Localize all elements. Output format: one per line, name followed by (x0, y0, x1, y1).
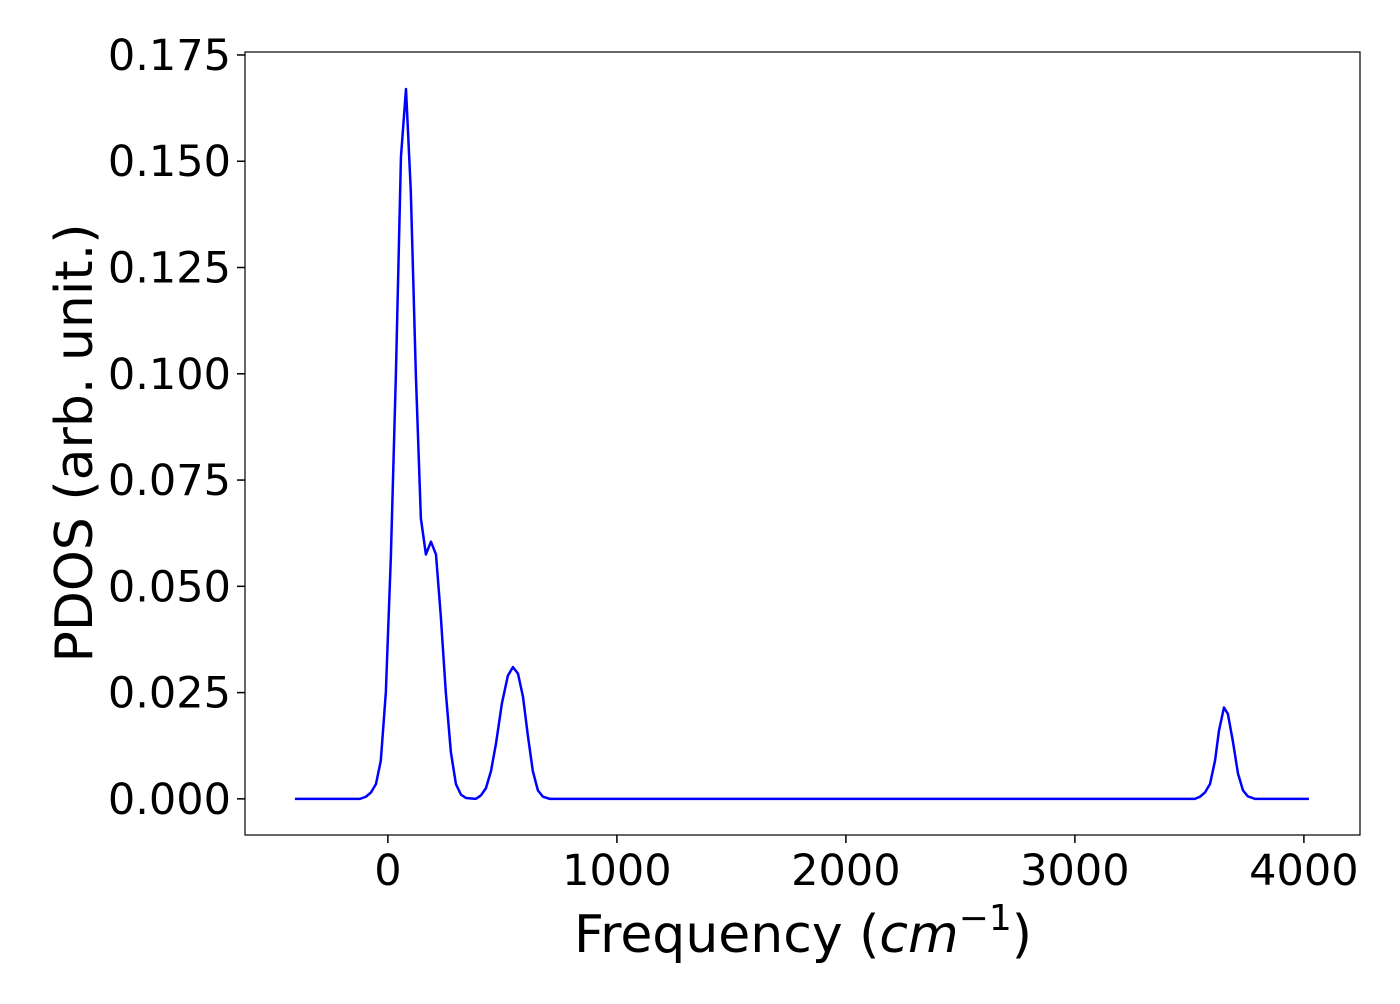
x-label-text: ) (1012, 905, 1032, 965)
y-axis-label: PDOS (arb. unit.) (45, 223, 105, 662)
plot-frame (244, 51, 1361, 836)
y-tick-label: 0.050 (108, 562, 231, 612)
x-label-math: cm (879, 905, 958, 965)
x-label-sup: −1 (959, 898, 1012, 939)
y-tick-label: 0.125 (108, 244, 231, 294)
y-tick-label: 0.100 (108, 350, 231, 400)
x-tick-label: 4000 (1249, 846, 1358, 896)
x-tick-label: 3000 (1020, 846, 1129, 896)
x-tick-label: 2000 (791, 846, 900, 896)
y-tick-label: 0.000 (108, 775, 231, 825)
y-tick-label: 0.075 (108, 456, 231, 506)
y-tick-label: 0.150 (108, 137, 231, 187)
y-tick-label: 0.025 (108, 669, 231, 719)
x-axis-label: Frequency (cm−1) (574, 898, 1032, 965)
x-tick-label: 0 (374, 846, 401, 896)
x-tick-label: 1000 (562, 846, 671, 896)
y-tick-label: 0.175 (108, 31, 231, 81)
x-label-text: Frequency ( (574, 905, 879, 965)
data-line (294, 87, 1309, 801)
